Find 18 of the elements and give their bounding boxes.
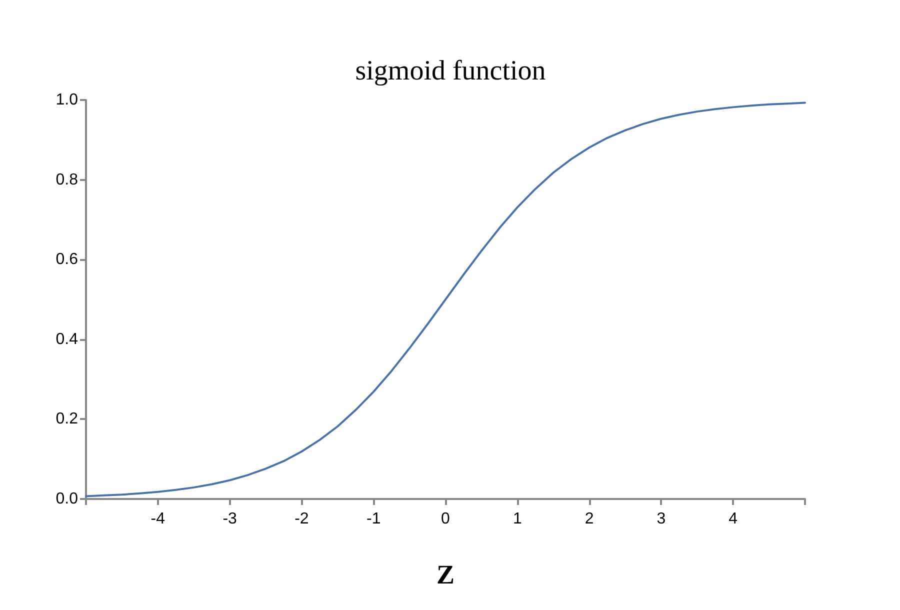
x-tick-label: -4 [150,510,166,528]
x-tick-label: 4 [728,510,738,528]
y-tick-label: 0.6 [56,251,78,268]
y-tick-label: 0.4 [56,330,78,348]
y-tick-label: 1.0 [56,92,78,108]
line-series [85,102,806,498]
x-tick-label: -2 [294,510,309,528]
x-tick-label: 0 [441,510,450,528]
x-tick-label: 1 [512,510,522,528]
x-tick-label: 3 [656,510,666,528]
x-axis-title: Z [436,560,455,590]
chart-title: sigmoid function [355,56,546,86]
y-tick-label: 0.2 [56,410,78,428]
y-tick-label: 0.8 [56,171,78,188]
x-tick-label: 2 [584,510,594,528]
y-tick-label: 0.0 [56,490,78,508]
x-tick-label: -3 [222,510,238,528]
x-tick-label: -1 [366,510,381,528]
